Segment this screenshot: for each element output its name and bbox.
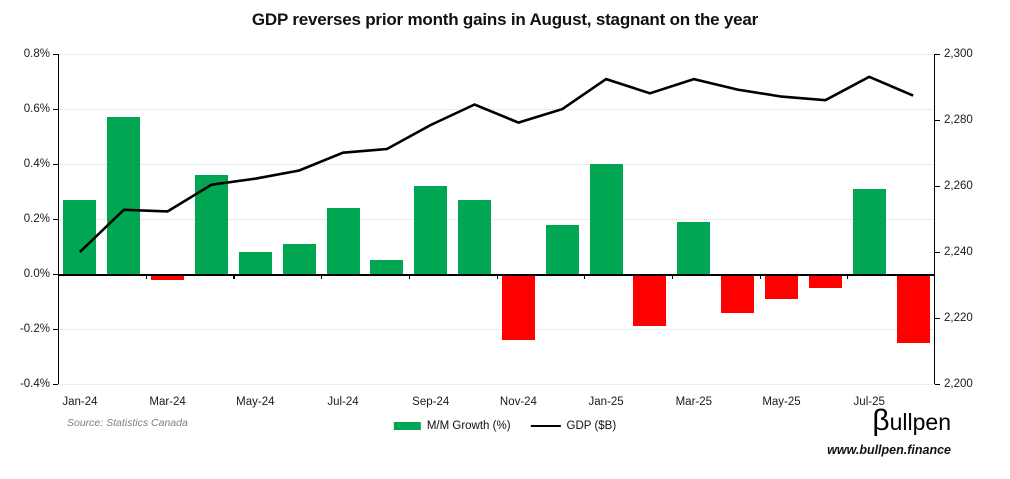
bar-Dec-24 [545, 224, 579, 274]
x-axis-label: May-24 [236, 396, 275, 408]
bar-Mar-24 [151, 274, 185, 280]
x-axis-label: Jul-24 [327, 396, 359, 408]
right-axis-tick [935, 53, 940, 55]
x-axis-label: Mar-25 [675, 396, 713, 408]
left-axis-tick [53, 163, 58, 165]
y-axis-label-right: 2,200 [944, 378, 973, 390]
right-axis-tick [935, 383, 940, 385]
bar-Jan-24 [63, 199, 97, 274]
left-axis-tick [53, 218, 58, 220]
x-axis-label: Jan-25 [588, 396, 624, 408]
brand-logo-text: ullpen [889, 409, 951, 435]
gridline [58, 164, 935, 165]
gridline [58, 329, 935, 330]
x-axis-tick [233, 274, 235, 279]
left-axis-tick [53, 273, 58, 275]
bar-Oct-24 [458, 199, 492, 274]
y-axis-label-left: -0.2% [19, 323, 50, 335]
right-axis-line [934, 54, 936, 384]
left-axis-line [58, 54, 60, 384]
gdp-line [78, 75, 914, 253]
right-axis-tick [935, 119, 940, 121]
right-axis-tick [935, 185, 940, 187]
x-axis-tick [408, 274, 410, 279]
y-axis-label-left: 0.6% [23, 103, 50, 115]
chart-title: GDP reverses prior month gains in August… [251, 10, 759, 29]
beta-icon: β [872, 404, 890, 437]
legend-line-label: GDP ($B) [566, 420, 617, 432]
legend-line-swatch-icon [530, 424, 561, 428]
y-axis-label-left: 0.4% [23, 158, 50, 170]
x-axis-tick [847, 274, 849, 279]
gridline [58, 384, 935, 385]
bar-Jan-25 [589, 164, 623, 274]
y-axis-label-right: 2,300 [944, 48, 973, 60]
bar-Jun-25 [808, 274, 842, 288]
left-axis-tick [53, 108, 58, 110]
x-axis-label: Sep-24 [412, 396, 450, 408]
x-axis-tick [584, 274, 586, 279]
gridline [58, 109, 935, 110]
x-axis-label: May-25 [762, 396, 801, 408]
bar-Jun-24 [282, 243, 316, 274]
bar-Jul-25 [852, 188, 886, 274]
y-axis-label-left: -0.4% [19, 378, 50, 390]
gridline [58, 54, 935, 55]
y-axis-label-left: 0.0% [23, 268, 50, 280]
left-axis-tick [53, 328, 58, 330]
gridline [58, 219, 935, 220]
bar-Mar-25 [677, 221, 711, 274]
brand-url: www.bullpen.finance [827, 443, 951, 457]
bar-Sep-24 [414, 186, 448, 274]
legend-bar-label: M/M Growth (%) [426, 420, 511, 432]
bar-Aug-25 [896, 274, 930, 343]
right-axis-tick [935, 317, 940, 319]
left-axis-tick [53, 53, 58, 55]
x-axis-tick [321, 274, 323, 279]
y-axis-label-right: 2,220 [944, 312, 973, 324]
bar-Jul-24 [326, 208, 360, 274]
bar-Nov-24 [501, 274, 535, 340]
x-axis-tick [145, 274, 147, 279]
bar-Apr-25 [721, 274, 755, 313]
bar-Feb-25 [633, 274, 667, 327]
x-axis-tick [671, 274, 674, 279]
x-axis-label: Mar-24 [149, 396, 186, 408]
x-axis-label: Jul-25 [853, 396, 885, 408]
x-axis-label: Jan-24 [62, 396, 98, 408]
bar-Feb-24 [107, 117, 141, 274]
y-axis-label-right: 2,240 [944, 246, 973, 258]
x-axis-tick [759, 274, 761, 279]
y-axis-label-right: 2,280 [944, 114, 973, 126]
legend-bar-swatch-icon [393, 422, 421, 430]
x-axis-tick [496, 274, 498, 279]
plot-area [53, 53, 940, 385]
y-axis-label-left: 0.8% [23, 48, 50, 60]
left-axis-tick [53, 383, 58, 385]
bar-Aug-24 [370, 260, 404, 274]
right-axis-tick [935, 251, 940, 253]
bar-May-25 [765, 274, 799, 299]
bar-May-24 [238, 252, 272, 274]
y-axis-label-left: 0.2% [23, 213, 50, 225]
legend: M/M Growth (%) GDP ($B) [393, 420, 617, 432]
brand-logo: βullpen [872, 404, 951, 439]
source-note: Source: Statistics Canada [67, 417, 188, 429]
y-axis-label-right: 2,260 [944, 180, 973, 192]
x-axis-label: Nov-24 [499, 396, 537, 408]
